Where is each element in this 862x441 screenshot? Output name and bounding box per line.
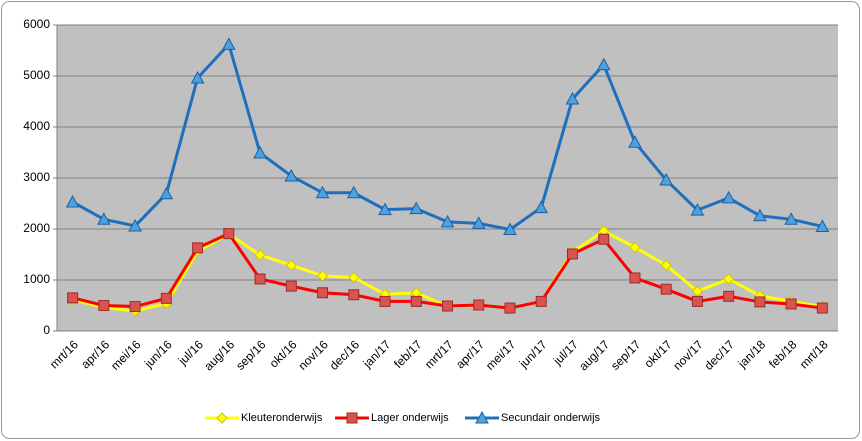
marker: [534, 200, 549, 214]
y-tick-label: 1000: [23, 272, 50, 286]
marker: [192, 242, 204, 254]
marker: [629, 241, 641, 254]
marker: [378, 202, 392, 216]
marker: [409, 201, 424, 215]
marker: [440, 214, 455, 228]
marker: [253, 145, 267, 159]
marker: [659, 172, 674, 186]
marker: [723, 290, 735, 302]
marker: [475, 410, 489, 424]
marker: [722, 273, 735, 285]
marker: [97, 212, 111, 225]
legend-label: Secundair onderwijs: [501, 412, 601, 424]
marker: [254, 249, 266, 261]
y-tick-label: 5000: [23, 68, 50, 82]
marker: [67, 292, 79, 304]
y-tick-label: 4000: [23, 119, 50, 133]
marker: [753, 208, 767, 222]
marker: [691, 295, 703, 307]
marker: [566, 248, 578, 260]
marker: [160, 292, 172, 304]
marker: [159, 186, 174, 200]
y-tick-label: 3000: [23, 170, 50, 184]
marker: [410, 295, 422, 307]
marker: [785, 298, 797, 310]
marker: [442, 300, 453, 312]
legend: Kleuteronderwijs Lager onderwijs Secundair…: [205, 410, 601, 424]
marker: [346, 185, 361, 199]
y-tick-label: 0: [43, 323, 50, 337]
marker: [660, 283, 672, 295]
y-tick-label: 2000: [23, 221, 50, 235]
marker: [598, 233, 610, 245]
legend-label: Kleuteronderwijs: [241, 412, 323, 424]
marker: [721, 190, 736, 204]
marker: [471, 216, 486, 229]
marker: [315, 185, 330, 199]
marker: [348, 271, 360, 284]
marker: [784, 212, 798, 225]
y-tick-label: 6000: [23, 17, 50, 31]
marker: [316, 270, 329, 282]
marker: [754, 296, 766, 308]
marker: [285, 280, 297, 292]
marker: [317, 287, 329, 299]
marker: [596, 57, 611, 71]
marker: [535, 295, 547, 307]
marker: [284, 168, 299, 182]
marker: [190, 70, 205, 84]
marker: [379, 295, 391, 307]
marker: [129, 301, 141, 313]
marker: [473, 299, 485, 311]
marker: [98, 300, 110, 311]
marker: [216, 412, 228, 424]
marker: [65, 194, 80, 208]
marker: [690, 203, 705, 216]
marker: [660, 259, 672, 271]
marker: [346, 412, 358, 424]
marker: [815, 219, 830, 232]
marker: [504, 302, 516, 314]
marker: [348, 289, 360, 301]
marker: [221, 37, 236, 50]
marker: [128, 218, 142, 232]
marker: [285, 259, 298, 271]
marker: [223, 228, 235, 240]
marker: [565, 91, 580, 105]
marker: [816, 302, 828, 314]
marker: [629, 272, 641, 284]
marker: [628, 135, 642, 148]
marker: [254, 273, 266, 285]
marker: [503, 222, 517, 236]
legend-label: Lager onderwijs: [371, 412, 449, 424]
